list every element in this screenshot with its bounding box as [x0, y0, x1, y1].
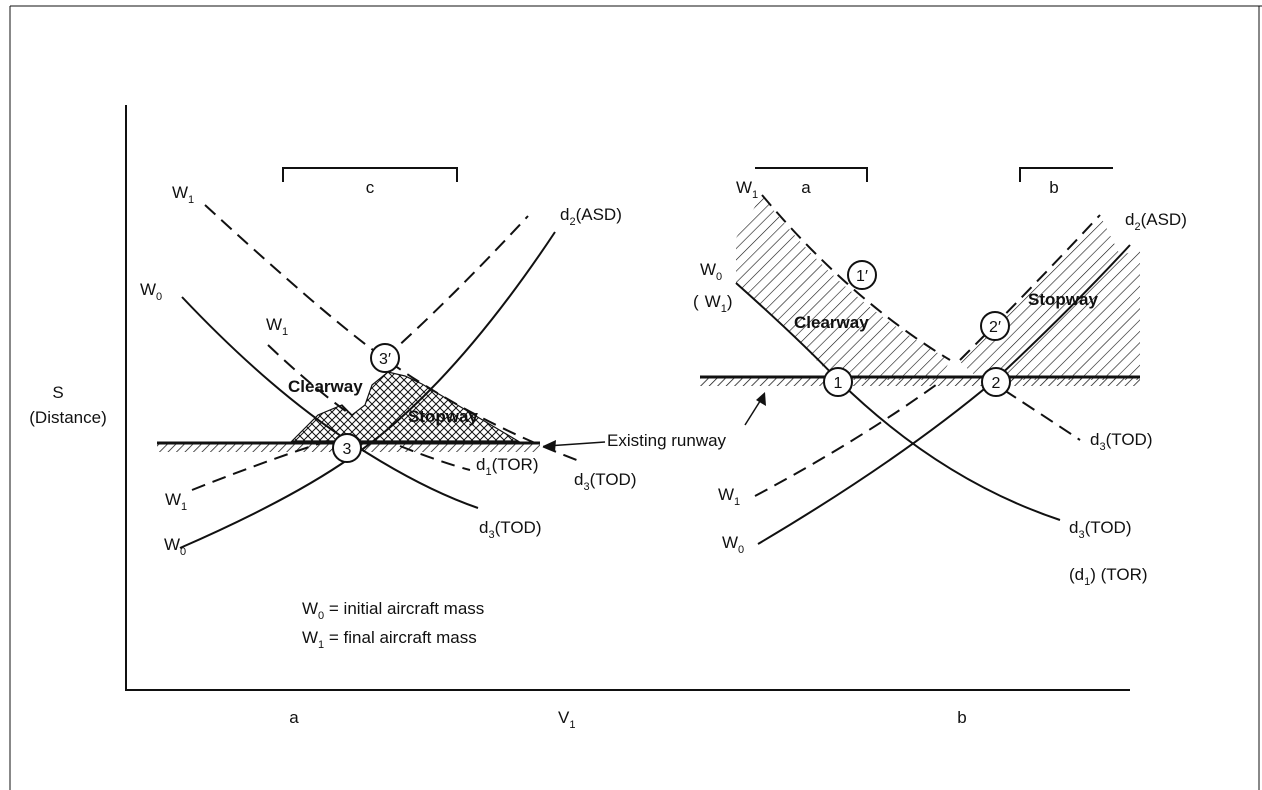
bracket-c-label: c [366, 178, 375, 197]
y-axis-label: S [52, 383, 63, 402]
legend-w1: W1 = final aircraft mass [302, 628, 477, 651]
label-w1-paren-right: (W1) [693, 292, 733, 315]
clearway-label-right: Clearway [794, 313, 869, 332]
w1-d1-tor-curve-left-dashed [267, 344, 348, 413]
label-w1-top-left: W1 [172, 183, 194, 206]
point-3-prime-label: 3′ [379, 351, 391, 368]
w1-rising-curve-right-dashed [754, 381, 941, 497]
figure-frame [9, 5, 1262, 790]
bracket-c [282, 167, 458, 182]
label-d3-tod-left-a: d3(TOD) [574, 470, 637, 493]
point-1-label: 1 [834, 375, 843, 392]
legend-w0: W0 = initial aircraft mass [302, 599, 484, 622]
bracket-a-label-right: a [801, 178, 811, 197]
point-1-prime-label: 1′ [856, 268, 868, 285]
clearway-region-right [736, 195, 950, 380]
label-d1-tor-right: (d1) (TOR) [1069, 565, 1148, 588]
point-2-label: 2 [992, 375, 1001, 392]
right-panel: a b 1′ 2′ 1 2 Clearway Stopway W1 [693, 167, 1187, 588]
stopway-label-left: Stopway [408, 407, 478, 426]
label-d2-asd-right: d2(ASD) [1125, 210, 1187, 233]
w1-d3-tod-curve-right-dashed [1003, 389, 1081, 441]
label-w0-low-left: W0 [164, 535, 186, 558]
panel-b-label: b [957, 708, 966, 727]
label-d3-tod-left-b: d3(TOD) [479, 518, 542, 541]
stopway-label-right: Stopway [1028, 290, 1098, 309]
existing-runway-label: Existing runway [607, 431, 727, 450]
label-w1-low-left: W1 [165, 490, 187, 513]
label-d2-asd-left: d2(ASD) [560, 205, 622, 228]
label-w0-right: W0 [700, 260, 722, 283]
existing-runway-arrow [546, 441, 606, 447]
point-2-prime [980, 311, 1010, 341]
bracket-b-right [1019, 167, 1113, 182]
label-d1-tor-left: d1(TOR) [476, 455, 539, 478]
point-2 [981, 367, 1011, 397]
clearway-label-left: Clearway [288, 377, 363, 396]
point-3-label: 3 [343, 441, 352, 458]
label-w1-mid-left: W1 [266, 315, 288, 338]
left-panel: c 3′ 3 Clearway Stopway Existing runway … [140, 167, 727, 651]
point-1-prime [847, 260, 877, 290]
label-w1-top-right: W1 [736, 178, 758, 201]
panel-a-label: a [289, 708, 299, 727]
x-axis-label: V1 [558, 708, 575, 731]
existing-runway-ground-right [700, 377, 1140, 386]
label-w0-left: W0 [140, 280, 162, 303]
point-2-prime-label: 2′ [989, 319, 1001, 336]
axes [125, 105, 1130, 691]
label-w1-low-right: W1 [718, 485, 740, 508]
point-1 [823, 367, 853, 397]
y-axis-label-distance: (Distance) [29, 408, 106, 427]
w0-d3-tod-curve-right [735, 282, 1061, 521]
point-3 [332, 433, 362, 463]
w1-d3-tod-curve-left-dashed [204, 204, 583, 463]
w1-d2-asd-curve-right-dashed [959, 214, 1101, 361]
w1-clearway-boundary-dashed [761, 194, 951, 361]
label-d3-tod-right-b: d3(TOD) [1069, 518, 1132, 541]
bracket-b-label-right: b [1049, 178, 1058, 197]
label-d3-tod-right-a: d3(TOD) [1090, 430, 1153, 453]
runway-pointer-arrow [744, 397, 763, 426]
label-w0-low-right: W0 [722, 533, 744, 556]
bracket-a-right [755, 167, 868, 182]
stopway-region-right [958, 215, 1140, 380]
w1-rising-curve-left-dashed [191, 433, 351, 491]
w0-d2-asd-curve-left [179, 231, 556, 549]
w1-d2-asd-curve-left-dashed [384, 215, 529, 359]
point-3-prime [370, 343, 400, 373]
